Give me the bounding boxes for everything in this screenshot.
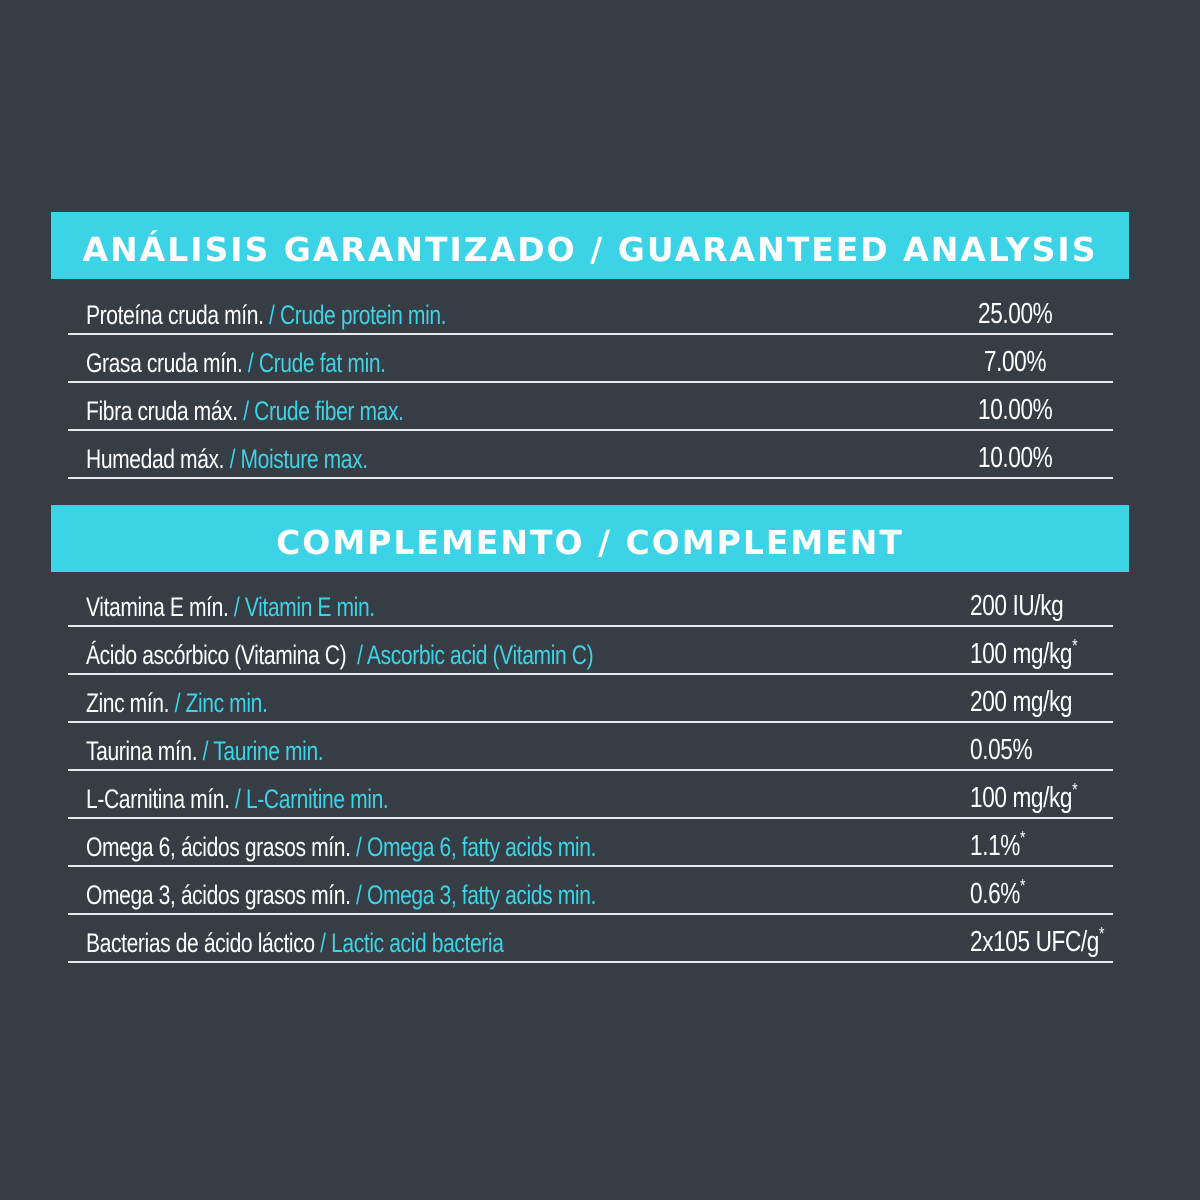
table-row: Zinc mín. / Zinc min. 200 mg/kg <box>68 675 1113 723</box>
row-label: Vitamina E mín. / Vitamin E min. <box>86 592 375 622</box>
row-value: 1.1%* <box>970 828 1026 862</box>
row-value: 0.6%* <box>970 876 1026 910</box>
table-row: Grasa cruda mín. / Crude fat min. 7.00% <box>68 335 1113 383</box>
row-value: 2x105 UFC/g* <box>970 924 1105 958</box>
row-value: 0.05% <box>970 734 1033 766</box>
row-value: 10.00% <box>978 442 1053 474</box>
guaranteed-analysis-header: ANÁLISIS GARANTIZADO / GUARANTEED ANALYS… <box>51 212 1129 279</box>
guaranteed-analysis-title: ANÁLISIS GARANTIZADO / GUARANTEED ANALYS… <box>82 230 1098 269</box>
table-row: Omega 3, ácidos grasos mín. / Omega 3, f… <box>68 867 1113 915</box>
row-label: Zinc mín. / Zinc min. <box>86 688 268 718</box>
row-label: Taurina mín. / Taurine min. <box>86 736 324 766</box>
row-value: 100 mg/kg* <box>970 636 1078 670</box>
table-row: Proteína cruda mín. / Crude protein min.… <box>68 287 1113 335</box>
table-row: Taurina mín. / Taurine min. 0.05% <box>68 723 1113 771</box>
complement-title: COMPLEMENTO / COMPLEMENT <box>276 523 904 562</box>
row-label: Proteína cruda mín. / Crude protein min. <box>86 300 447 330</box>
row-value: 200 IU/kg <box>970 590 1064 622</box>
row-value: 7.00% <box>978 346 1047 378</box>
row-value: 200 mg/kg <box>970 686 1073 718</box>
row-label: L-Carnitina mín. / L-Carnitine min. <box>86 784 389 814</box>
table-row: Omega 6, ácidos grasos mín. / Omega 6, f… <box>68 819 1113 867</box>
table-row: Fibra cruda máx. / Crude fiber max. 10.0… <box>68 383 1113 431</box>
table-row: Ácido ascórbico (Vitamina C) / Ascorbic … <box>68 627 1113 675</box>
table-row: Humedad máx. / Moisture max. 10.00% <box>68 431 1113 479</box>
table-row: Vitamina E mín. / Vitamin E min. 200 IU/… <box>68 579 1113 627</box>
row-value: 25.00% <box>978 298 1053 330</box>
row-label: Omega 3, ácidos grasos mín. / Omega 3, f… <box>86 880 596 910</box>
complement-header: COMPLEMENTO / COMPLEMENT <box>51 505 1129 572</box>
row-value: 10.00% <box>978 394 1053 426</box>
row-label: Humedad máx. / Moisture max. <box>86 444 368 474</box>
table-row: Bacterias de ácido láctico / Lactic acid… <box>68 915 1113 963</box>
row-label: Bacterias de ácido láctico / Lactic acid… <box>86 928 504 958</box>
row-label: Ácido ascórbico (Vitamina C) / Ascorbic … <box>86 640 594 670</box>
row-label: Grasa cruda mín. / Crude fat min. <box>86 348 386 378</box>
row-label: Omega 6, ácidos grasos mín. / Omega 6, f… <box>86 832 596 862</box>
complement-table: Vitamina E mín. / Vitamin E min. 200 IU/… <box>68 579 1113 963</box>
row-label: Fibra cruda máx. / Crude fiber max. <box>86 396 404 426</box>
table-row: L-Carnitina mín. / L-Carnitine min. 100 … <box>68 771 1113 819</box>
row-value: 100 mg/kg* <box>970 780 1078 814</box>
guaranteed-analysis-table: Proteína cruda mín. / Crude protein min.… <box>68 287 1113 479</box>
